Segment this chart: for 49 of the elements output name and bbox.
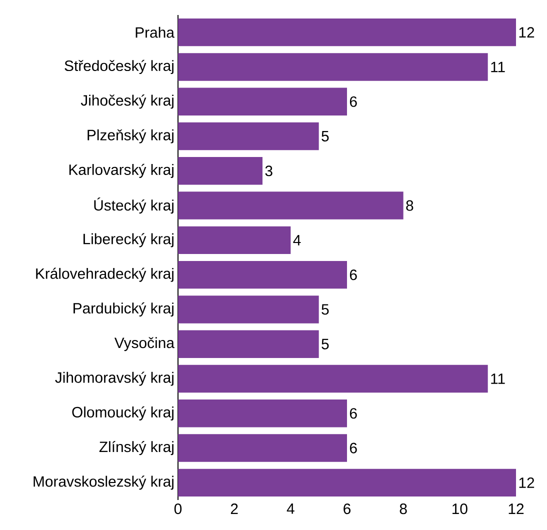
y-tick-label: Plzeňský kraj — [88, 129, 174, 144]
y-tick-label: Pardubický kraj — [74, 302, 174, 317]
y-tick-label: Jihomoravský kraj — [55, 372, 174, 386]
bar — [178, 468, 516, 497]
y-tick-label: Středočeský kraj — [64, 60, 174, 74]
bar — [178, 260, 347, 289]
bar — [178, 18, 516, 46]
bar — [178, 364, 488, 393]
data-label: 6 — [350, 408, 357, 419]
x-tick-label: 6 — [344, 504, 350, 514]
bar — [178, 192, 404, 220]
bar — [178, 88, 347, 116]
bar — [178, 122, 319, 150]
data-label: 11 — [491, 374, 505, 384]
x-tick-label: 8 — [400, 504, 407, 514]
data-label: 12 — [519, 477, 534, 488]
y-tick-label: Liberecký kraj — [84, 233, 174, 248]
y-tick-label: Zlínský kraj — [99, 440, 174, 456]
y-tick-label: Královehradecký kraj — [36, 268, 174, 282]
data-label: 8 — [406, 200, 414, 211]
x-tick-label: 2 — [230, 504, 238, 514]
y-tick-label: Praha — [136, 26, 174, 38]
y-tick-label: Moravskoslezský kraj — [34, 476, 174, 490]
y-tick-label: Olomoucký kraj — [72, 406, 174, 420]
x-tick-label: 0 — [174, 504, 182, 514]
bar — [178, 434, 347, 462]
data-label: 5 — [322, 304, 329, 315]
bar — [178, 330, 319, 358]
y-tick-label: Ústecký kraj — [94, 198, 174, 214]
y-tick-label: Jihočeský kraj — [80, 94, 174, 109]
bar — [178, 400, 347, 428]
bar — [178, 296, 319, 324]
data-label: 6 — [350, 96, 357, 107]
data-label: 6 — [350, 270, 357, 280]
bar — [178, 53, 488, 81]
bar — [178, 157, 262, 185]
y-tick-label: Vysočina — [114, 337, 174, 352]
data-label: 3 — [265, 166, 272, 176]
data-label: 5 — [322, 131, 329, 142]
bar — [178, 226, 291, 254]
data-label: 5 — [322, 338, 329, 350]
data-label: 4 — [293, 235, 301, 246]
x-tick-label: 4 — [286, 504, 294, 514]
data-label: 6 — [350, 442, 357, 454]
y-tick-label: Karlovarský kraj — [69, 164, 174, 178]
x-tick-label: 12 — [508, 504, 524, 514]
data-label: 12 — [519, 27, 534, 38]
data-label: 11 — [491, 62, 505, 72]
x-tick-label: 10 — [452, 504, 468, 514]
